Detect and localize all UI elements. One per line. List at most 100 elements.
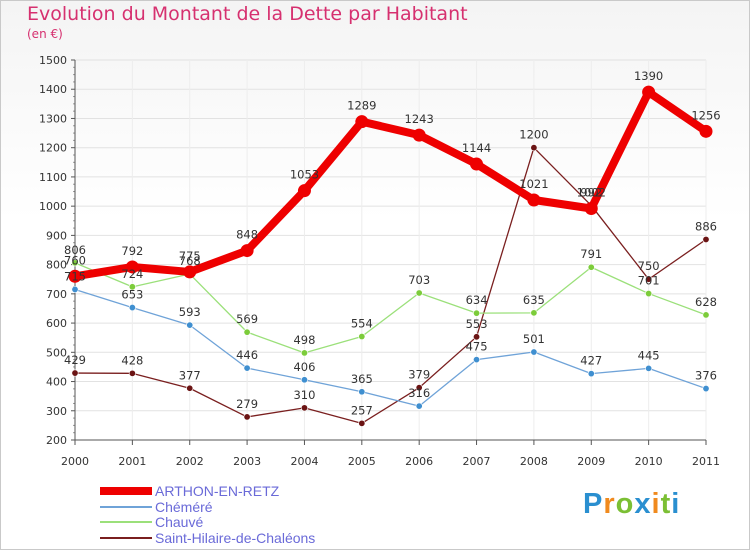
data-label-arthon-en-retz: 1243 <box>405 112 434 126</box>
data-label-ch-m-r-: 316 <box>408 386 430 400</box>
data-point-chauv- <box>128 283 136 291</box>
data-label-saint-hilaire-de-chal-ons: 428 <box>121 353 143 367</box>
data-point-saint-hilaire-de-chal-ons <box>702 235 710 243</box>
y-tick-label: 800 <box>46 259 67 272</box>
data-point-saint-hilaire-de-chal-ons <box>473 333 481 341</box>
data-label-ch-m-r-: 593 <box>179 305 201 319</box>
logo-letter: x <box>634 488 652 520</box>
legend-label: ARTHON-EN-RETZ <box>155 483 280 499</box>
data-point-arthon-en-retz <box>355 115 369 129</box>
data-label-saint-hilaire-de-chal-ons: 379 <box>408 368 430 382</box>
series-line-saint-hilaire-de-chal-ons <box>74 147 707 424</box>
logo-letter: t <box>660 488 672 520</box>
data-label-chauv-: 498 <box>293 333 315 347</box>
y-tick-label: 200 <box>46 434 67 447</box>
x-tick-label: 2007 <box>463 455 491 468</box>
data-label-saint-hilaire-de-chal-ons: 886 <box>695 219 717 233</box>
y-tick-label: 1200 <box>39 142 67 155</box>
x-tick-label: 2002 <box>176 455 204 468</box>
data-point-chauv- <box>415 289 423 297</box>
data-point-saint-hilaire-de-chal-ons <box>243 413 251 421</box>
data-point-chauv- <box>243 328 251 336</box>
data-label-chauv-: 569 <box>236 312 258 326</box>
data-label-ch-m-r-: 653 <box>121 288 143 302</box>
data-point-saint-hilaire-de-chal-ons <box>358 419 366 427</box>
y-tick-label: 1300 <box>39 112 67 125</box>
data-point-chauv- <box>473 309 481 317</box>
x-tick-label: 2005 <box>348 455 376 468</box>
data-label-chauv-: 635 <box>523 293 545 307</box>
series-line-chauv- <box>74 262 707 354</box>
data-point-saint-hilaire-de-chal-ons <box>128 369 136 377</box>
data-label-arthon-en-retz: 1021 <box>519 177 548 191</box>
x-tick-label: 2000 <box>61 455 89 468</box>
data-point-chauv- <box>71 259 79 267</box>
data-point-chauv- <box>702 311 710 319</box>
data-label-ch-m-r-: 406 <box>293 360 315 374</box>
series-line-ch-m-r- <box>74 288 707 407</box>
data-label-saint-hilaire-de-chal-ons: 1002 <box>577 186 606 200</box>
data-label-chauv-: 724 <box>121 267 143 281</box>
data-point-saint-hilaire-de-chal-ons <box>71 369 79 377</box>
data-label-saint-hilaire-de-chal-ons: 377 <box>179 368 201 382</box>
logo-letter: P <box>583 488 604 520</box>
data-label-ch-m-r-: 376 <box>695 369 717 383</box>
data-point-ch-m-r- <box>530 348 538 356</box>
logo-letter: o <box>615 488 635 520</box>
y-tick-label: 400 <box>46 376 67 389</box>
data-point-chauv- <box>358 333 366 341</box>
data-label-ch-m-r-: 501 <box>523 332 545 346</box>
x-tick-label: 2003 <box>233 455 261 468</box>
logo-letter: i <box>671 488 681 520</box>
data-label-arthon-en-retz: 1390 <box>634 69 663 83</box>
legend-swatch <box>100 487 152 495</box>
series-line-arthon-en-retz <box>71 88 710 281</box>
data-point-chauv- <box>300 349 308 357</box>
data-label-ch-m-r-: 715 <box>64 269 86 283</box>
data-label-arthon-en-retz: 848 <box>236 228 258 242</box>
chart-title: Evolution du Montant de la Dette par Hab… <box>27 3 468 25</box>
data-label-ch-m-r-: 427 <box>580 354 602 368</box>
logo-letter: i <box>651 488 661 520</box>
data-point-saint-hilaire-de-chal-ons <box>530 144 538 152</box>
proxiti-logo: Proxiti <box>583 488 680 521</box>
y-tick-label: 1500 <box>39 54 67 67</box>
data-label-arthon-en-retz: 792 <box>121 244 143 258</box>
data-point-arthon-en-retz <box>699 124 713 138</box>
data-label-arthon-en-retz: 760 <box>64 253 86 267</box>
data-label-chauv-: 806 <box>64 243 86 257</box>
data-label-chauv-: 634 <box>466 293 488 307</box>
data-point-arthon-en-retz <box>642 85 656 99</box>
data-label-chauv-: 701 <box>638 274 660 288</box>
chart-unit: (en €) <box>27 27 63 41</box>
y-tick-label: 300 <box>46 405 67 418</box>
data-label-chauv-: 791 <box>580 247 602 261</box>
data-point-arthon-en-retz <box>183 265 197 279</box>
data-point-arthon-en-retz <box>240 244 254 258</box>
data-label-arthon-en-retz: 1144 <box>462 141 491 155</box>
data-point-saint-hilaire-de-chal-ons <box>645 275 653 283</box>
data-point-saint-hilaire-de-chal-ons <box>186 384 194 392</box>
logo-letter: r <box>603 488 616 520</box>
data-label-arthon-en-retz: 1256 <box>691 108 720 122</box>
x-tick-label: 2011 <box>692 455 720 468</box>
legend-swatch <box>100 505 152 508</box>
legend-label: Chéméré <box>155 498 213 515</box>
data-label-arthon-en-retz: 1289 <box>347 99 376 113</box>
legend-swatch <box>100 536 152 539</box>
data-point-chauv- <box>645 290 653 298</box>
data-point-arthon-en-retz <box>412 128 426 142</box>
data-point-ch-m-r- <box>128 304 136 312</box>
data-point-chauv- <box>587 263 595 271</box>
legend-swatch <box>100 521 152 523</box>
data-point-arthon-en-retz <box>527 193 541 207</box>
y-tick-label: 700 <box>46 288 67 301</box>
y-tick-label: 1400 <box>39 83 67 96</box>
x-tick-label: 2008 <box>520 455 548 468</box>
data-label-chauv-: 703 <box>408 273 430 287</box>
data-label-saint-hilaire-de-chal-ons: 279 <box>236 397 258 411</box>
data-point-ch-m-r- <box>186 321 194 329</box>
legend-label: Chauvé <box>155 514 204 530</box>
data-label-chauv-: 768 <box>179 254 201 268</box>
